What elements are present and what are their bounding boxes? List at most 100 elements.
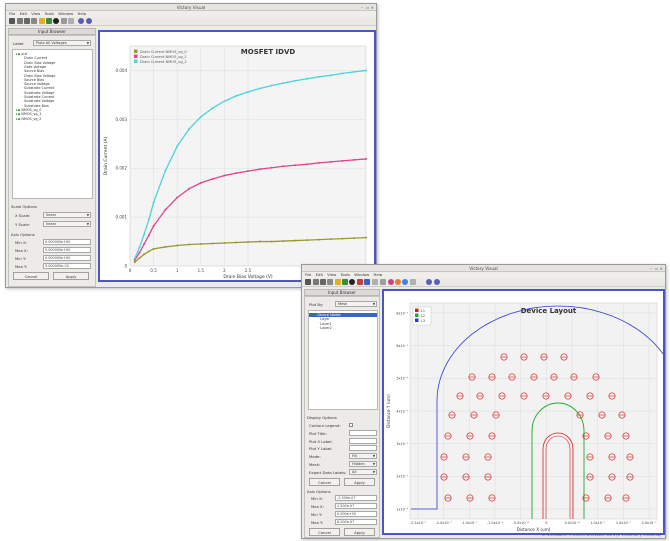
maximize-button[interactable]: ▫ <box>366 5 369 10</box>
max-y-field[interactable]: 8.000e-07 <box>335 519 377 525</box>
tree-item[interactable]: · Source Voltage <box>13 82 92 86</box>
menu-edit[interactable]: Edit <box>315 272 323 277</box>
tree-item[interactable]: ▸◆ out <box>13 52 92 56</box>
tree-item[interactable]: ▸◆ NMOS_vg_0 <box>13 108 92 112</box>
display-option-combo[interactable]: Fill ▼ <box>349 453 377 460</box>
open-icon[interactable] <box>305 279 311 285</box>
mesh-node-marker <box>500 353 508 361</box>
display-option-combo[interactable]: All ▼ <box>349 468 377 475</box>
apply-button[interactable]: Apply <box>344 528 375 536</box>
menu-help[interactable]: Help <box>373 272 383 277</box>
min-x-field[interactable]: -2.500e-07 <box>335 495 377 501</box>
minimize-button[interactable]: – <box>361 5 363 10</box>
menu-view[interactable]: View <box>31 11 41 16</box>
record-icon[interactable] <box>349 279 355 285</box>
zoom-out-icon[interactable] <box>434 279 440 285</box>
contour-legend-checkbox[interactable] <box>349 423 353 427</box>
input-browser-panel: Label: Plots All Voltages ▼ ▸◆ out · Drain… <box>8 35 96 287</box>
max-x-field[interactable]: 5.000000e+00 <box>43 247 91 253</box>
y-scale-combo[interactable]: linear ▼ <box>43 221 91 227</box>
display-option-field[interactable] <box>349 445 377 452</box>
tree-item[interactable]: ▸◆ NMOS_vg_2 <box>13 117 92 121</box>
zoom-in-icon[interactable] <box>426 279 432 285</box>
menu-help[interactable]: Help <box>77 11 87 16</box>
menu-window[interactable]: Window <box>354 272 370 277</box>
save-icon[interactable] <box>24 18 30 24</box>
shape-icon[interactable] <box>357 279 363 285</box>
tree-item[interactable]: · Substrate Bias <box>13 104 92 108</box>
tree-item[interactable]: · Layer2 <box>309 326 377 330</box>
menu-edit[interactable]: Edit <box>19 11 27 16</box>
tree-item[interactable]: · Substrate Voltage <box>13 99 92 103</box>
idvd-chart[interactable]: 0 0.001 0.002 0.003 0.004 0 0.5 1 1.5 2 2.5 MOSFET … <box>100 32 374 280</box>
tree-item[interactable]: · Substrate Voltage <box>13 91 92 95</box>
grid-icon[interactable] <box>17 18 23 24</box>
print-icon[interactable] <box>31 18 37 24</box>
zoom-icon[interactable] <box>335 279 341 285</box>
pencil-icon[interactable] <box>342 279 348 285</box>
ruler-icon[interactable] <box>372 279 378 285</box>
display-apply-button[interactable]: Apply <box>344 478 375 486</box>
tree-item[interactable]: · Gate Voltage <box>13 65 92 69</box>
tree-item[interactable]: ▸◆ Device Nodes <box>309 313 377 317</box>
max-y-field[interactable]: 5.000000e-03 <box>43 263 91 269</box>
tree-item[interactable]: · Layer <box>309 317 377 321</box>
legend-label: L2 <box>421 314 425 318</box>
display-option-field[interactable] <box>349 429 377 436</box>
minimize-button[interactable]: – <box>650 266 652 271</box>
data-point <box>306 163 308 166</box>
tree-item[interactable]: · Source Bias <box>13 69 92 73</box>
maximize-button[interactable]: ▫ <box>655 266 658 271</box>
color-icon[interactable] <box>388 279 394 285</box>
mesh-node-marker <box>586 453 594 461</box>
tree-item[interactable]: · Drain Bias Voltage <box>13 74 92 78</box>
tree-item[interactable]: · Substrate Current <box>13 95 92 99</box>
zoom-in-icon[interactable] <box>78 18 84 24</box>
menu-window[interactable]: Window <box>58 11 74 16</box>
print-icon[interactable] <box>327 279 333 285</box>
tree-item[interactable]: · Source Bias <box>13 78 92 82</box>
eyedropper-icon[interactable] <box>68 18 74 24</box>
pencil-icon[interactable] <box>46 18 52 24</box>
zoom-icon[interactable] <box>39 18 45 24</box>
apply-button[interactable]: Apply <box>53 272 89 280</box>
tree-item-label: Source Bias <box>24 69 44 74</box>
x-scale-combo[interactable]: linear ▼ <box>43 212 91 218</box>
menu-file[interactable]: File <box>305 272 312 277</box>
display-cancel-button[interactable]: Cancel <box>309 478 340 486</box>
max-x-field[interactable]: 2.500e-07 <box>335 503 377 509</box>
tree-item[interactable]: · Drain Current <box>13 56 92 60</box>
display-option-combo[interactable]: Hidden ▼ <box>349 461 377 467</box>
tree-item[interactable]: · Layer1 <box>309 322 377 326</box>
tree-item[interactable]: · Substrate Current <box>13 86 92 90</box>
menu-view[interactable]: View <box>327 272 337 277</box>
cancel-button[interactable]: Cancel <box>309 528 340 536</box>
min-y-field[interactable]: 0.000e+00 <box>335 511 377 517</box>
display-option-field[interactable] <box>349 437 377 444</box>
text-icon[interactable] <box>61 18 67 24</box>
min-x-field[interactable]: 0.000000e+00 <box>43 239 91 245</box>
device-layout-chart[interactable]: -2.5x10⁻⁷ -2.0x10⁻⁷ -1.5x10⁻⁷ -1.0x10⁻⁷ -5.0… <box>384 291 665 533</box>
zoom-out-icon[interactable] <box>86 18 92 24</box>
min-y-field[interactable]: 0.000000e+00 <box>43 255 91 261</box>
record-icon[interactable] <box>53 18 59 24</box>
menu-tools[interactable]: Tools <box>340 272 350 277</box>
close-button[interactable]: × <box>659 266 663 271</box>
menu-file[interactable]: File <box>9 11 16 16</box>
tree-item[interactable]: · Drain Bias Voltage <box>13 61 92 65</box>
color3-icon[interactable] <box>402 279 408 285</box>
grid-icon[interactable] <box>313 279 319 285</box>
select-icon[interactable] <box>410 279 416 285</box>
open-icon[interactable] <box>9 18 15 24</box>
palette-icon[interactable] <box>364 279 370 285</box>
cancel-button[interactable]: Cancel <box>13 272 49 280</box>
color2-icon[interactable] <box>395 279 401 285</box>
plot-by-combo[interactable]: Mesh ▼ <box>335 301 377 307</box>
data-point <box>317 75 320 78</box>
menu-tools[interactable]: Tools <box>44 11 54 16</box>
tree-item[interactable]: ▸◆ NMOS_vg_1 <box>13 112 92 116</box>
save-icon[interactable] <box>320 279 326 285</box>
close-button[interactable]: × <box>370 5 374 10</box>
label-combo[interactable]: Plots All Voltages ▼ <box>33 40 91 46</box>
tool-icon[interactable] <box>380 279 386 285</box>
